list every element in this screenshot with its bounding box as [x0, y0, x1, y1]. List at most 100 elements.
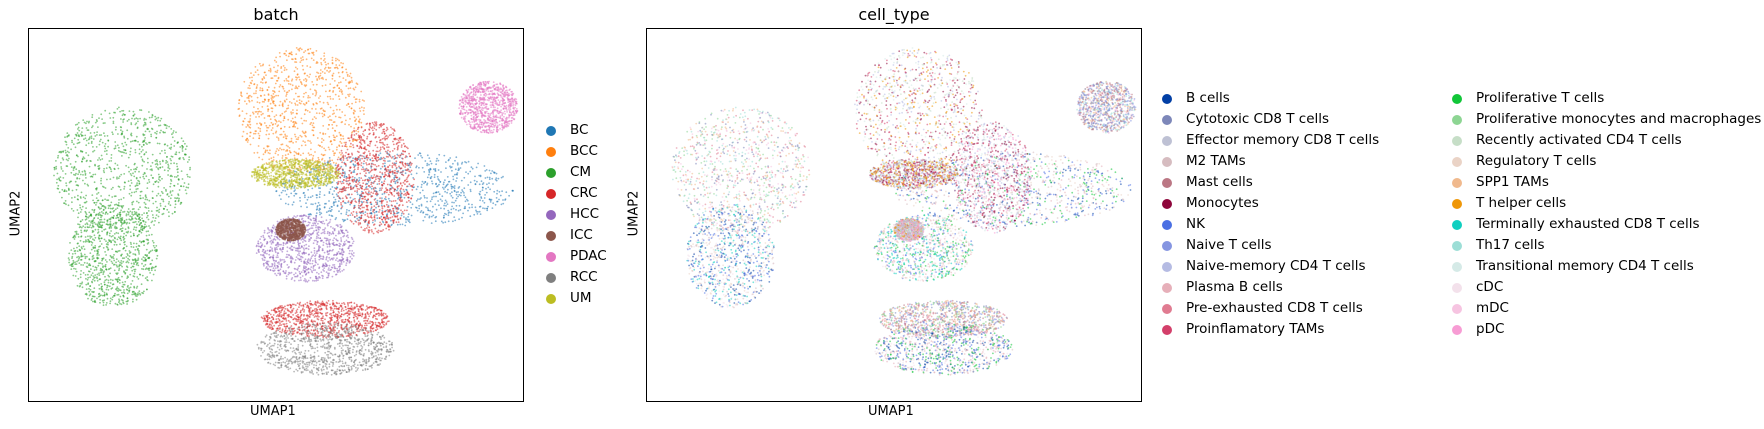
- legend-item: mDC: [1446, 298, 1761, 319]
- legend-marker: [1162, 262, 1172, 272]
- legend-label: CM: [570, 164, 591, 180]
- legend-label: Recently activated CD4 T cells: [1476, 132, 1682, 148]
- legend-item: SPP1 TAMs: [1446, 172, 1761, 193]
- legend-marker: [1162, 241, 1172, 251]
- legend-marker: [1452, 325, 1462, 335]
- legend-marker: [1452, 241, 1462, 251]
- legend-item: Proliferative T cells: [1446, 88, 1761, 109]
- legend-marker: [546, 294, 556, 304]
- legend-label: BC: [570, 122, 588, 138]
- legend-marker: [546, 273, 556, 283]
- legend-marker: [1162, 115, 1172, 125]
- legend-item: BC: [540, 120, 607, 141]
- legend-marker: [546, 252, 556, 262]
- cluster-cm-1: [67, 203, 159, 307]
- batch-plot-area: [28, 28, 524, 402]
- legend-label: PDAC: [570, 248, 607, 264]
- legend-marker: [1162, 325, 1172, 335]
- batch-xlabel: UMAP1: [250, 404, 296, 419]
- legend-item: RCC: [540, 267, 607, 288]
- cell-type-scatter: [671, 47, 1137, 376]
- legend-item: M2 TAMs: [1156, 151, 1379, 172]
- cell-type-title: cell_type: [646, 5, 1142, 24]
- legend-item: cDC: [1446, 277, 1761, 298]
- legend-label: Proliferative T cells: [1476, 90, 1604, 106]
- cluster-9-proliferative-t-cells: [875, 323, 1013, 376]
- legend-column: B cells Cytotoxic CD8 T cells Effector mem…: [1156, 88, 1379, 340]
- legend-marker: [1452, 304, 1462, 314]
- legend-label: CRC: [570, 185, 598, 201]
- legend-item: Proinflamatory TAMs: [1156, 319, 1379, 340]
- cluster-2-th17-cells: [672, 106, 807, 232]
- cluster-2-cytotoxic-cd8-t-cells: [672, 109, 807, 233]
- legend-label: BCC: [570, 143, 598, 159]
- cluster-3-nk: [687, 204, 774, 308]
- cell-type-plot-area: [646, 28, 1142, 402]
- cluster-10-t-helper-cells: [869, 160, 959, 189]
- legend-label: Proinflamatory TAMs: [1186, 321, 1324, 337]
- legend-item: Plasma B cells: [1156, 277, 1379, 298]
- legend-label: Naive-memory CD4 T cells: [1186, 258, 1366, 274]
- legend-item: Naive-memory CD4 T cells: [1156, 256, 1379, 277]
- cluster-pdac-0: [458, 80, 519, 134]
- legend-item: NK: [1156, 214, 1379, 235]
- legend-label: NK: [1186, 216, 1205, 232]
- legend-item: PDAC: [540, 246, 607, 267]
- legend-column: Proliferative T cells Proliferative monoc…: [1446, 88, 1761, 340]
- legend-label: Naive T cells: [1186, 237, 1272, 253]
- legend-item: Proliferative monocytes and macrophages: [1446, 109, 1761, 130]
- legend-item: B cells: [1156, 88, 1379, 109]
- legend-marker: [1452, 178, 1462, 188]
- legend-item: ICC: [540, 225, 607, 246]
- legend-item: Regulatory T cells: [1446, 151, 1761, 172]
- cluster-7-effector-memory-cd8-t-cells: [893, 218, 924, 242]
- legend-item: Effector memory CD8 T cells: [1156, 130, 1379, 151]
- legend-item: Mast cells: [1156, 172, 1379, 193]
- cluster-2-pre-exhausted-cd8-t-cells: [675, 109, 810, 235]
- legend-marker: [1452, 136, 1462, 146]
- legend-marker: [546, 231, 556, 241]
- legend-marker: [1162, 178, 1172, 188]
- legend-label: B cells: [1186, 90, 1230, 106]
- legend-marker: [546, 210, 556, 220]
- cluster-1-recently-activated-cd4-t-cells: [856, 48, 982, 171]
- legend-label: Effector memory CD8 T cells: [1186, 132, 1379, 148]
- legend-label: UM: [570, 290, 592, 306]
- cluster-rcc-0: [256, 322, 395, 376]
- cluster-um-0: [250, 158, 341, 190]
- legend-label: SPP1 TAMs: [1476, 174, 1549, 190]
- legend-marker: [1162, 157, 1172, 167]
- legend-marker: [1162, 220, 1172, 230]
- legend-item: pDC: [1446, 319, 1761, 340]
- legend-item: UM: [540, 288, 607, 309]
- legend-marker: [546, 168, 556, 178]
- legend-marker: [1452, 94, 1462, 104]
- legend-label: Regulatory T cells: [1476, 153, 1596, 169]
- legend-marker: [546, 189, 556, 199]
- legend-marker: [1452, 115, 1462, 125]
- cluster-crc-0: [334, 121, 415, 235]
- legend-item: Th17 cells: [1446, 235, 1761, 256]
- cluster-1-t-helper-cells: [858, 48, 975, 172]
- legend-label: RCC: [570, 269, 598, 285]
- legend-label: Proliferative monocytes and macrophages: [1476, 111, 1761, 127]
- cluster-bcc-0: [237, 47, 365, 175]
- legend-item: Recently activated CD4 T cells: [1446, 130, 1761, 151]
- cluster-8-naive-t-cells: [1077, 81, 1137, 133]
- legend-column: BC BCC CM CRC HCC ICC PDAC RCC UM: [540, 120, 607, 309]
- cell-type-xlabel: UMAP1: [868, 404, 914, 419]
- legend-item: Cytotoxic CD8 T cells: [1156, 109, 1379, 130]
- legend-item: BCC: [540, 141, 607, 162]
- cluster-1-naive-memory-cd4-t-cells: [854, 49, 980, 175]
- cluster-4-proinflamatory-tams: [953, 121, 1029, 232]
- cluster-5-spp1-tams: [882, 299, 1004, 339]
- legend-item: Transitional memory CD4 T cells: [1446, 256, 1761, 277]
- legend-label: Plasma B cells: [1186, 279, 1283, 295]
- legend-marker: [1452, 157, 1462, 167]
- cell-type-ylabel: UMAP2: [626, 191, 641, 237]
- legend-label: Terminally exhausted CD8 T cells: [1476, 216, 1700, 232]
- batch-title: batch: [28, 5, 524, 24]
- legend-marker: [1452, 220, 1462, 230]
- cluster-cm-0: [53, 106, 192, 235]
- legend-item: Terminally exhausted CD8 T cells: [1446, 214, 1761, 235]
